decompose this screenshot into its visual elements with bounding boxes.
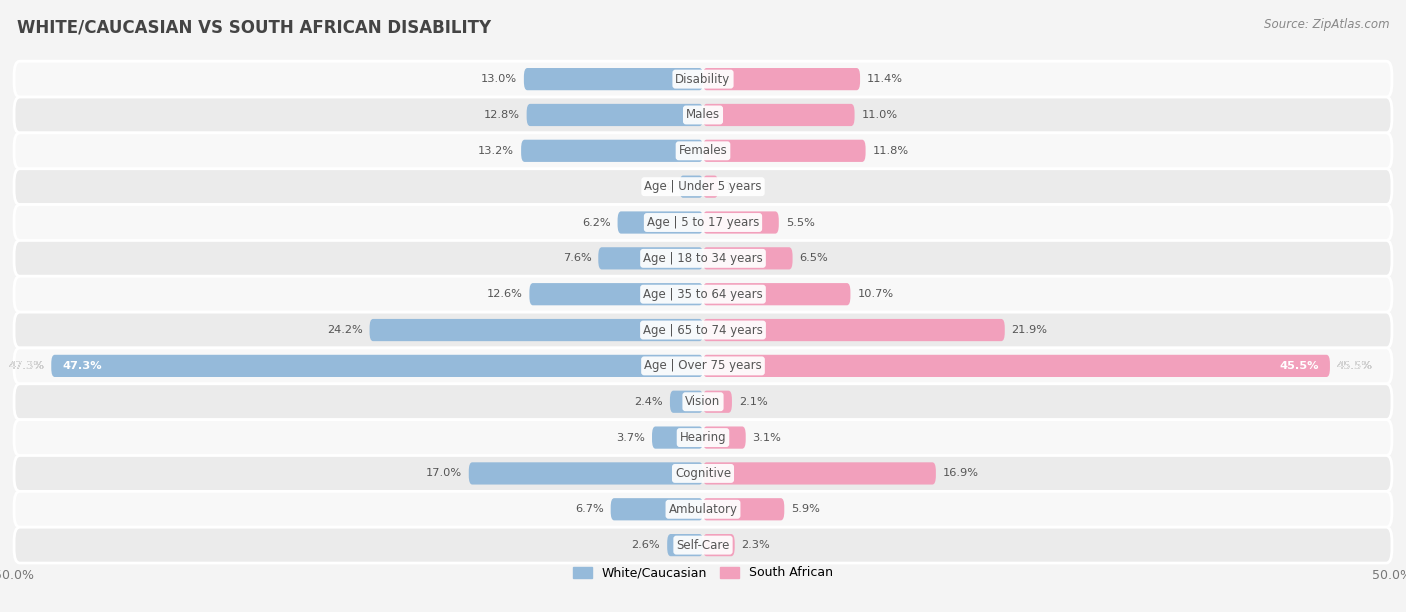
FancyBboxPatch shape xyxy=(14,204,1392,241)
Text: 2.3%: 2.3% xyxy=(741,540,770,550)
FancyBboxPatch shape xyxy=(599,247,703,269)
FancyBboxPatch shape xyxy=(524,68,703,90)
FancyBboxPatch shape xyxy=(14,384,1392,420)
FancyBboxPatch shape xyxy=(703,140,866,162)
Text: 5.9%: 5.9% xyxy=(792,504,820,514)
FancyBboxPatch shape xyxy=(679,176,703,198)
FancyBboxPatch shape xyxy=(652,427,703,449)
Text: 47.3%: 47.3% xyxy=(8,361,45,371)
Text: 6.7%: 6.7% xyxy=(575,504,603,514)
Text: 13.0%: 13.0% xyxy=(481,74,517,84)
Text: 13.2%: 13.2% xyxy=(478,146,515,156)
Text: 47.3%: 47.3% xyxy=(8,361,45,371)
Text: 2.1%: 2.1% xyxy=(738,397,768,407)
Text: 11.8%: 11.8% xyxy=(873,146,908,156)
Text: 6.2%: 6.2% xyxy=(582,217,610,228)
FancyBboxPatch shape xyxy=(14,348,1392,384)
FancyBboxPatch shape xyxy=(617,211,703,234)
FancyBboxPatch shape xyxy=(14,527,1392,563)
FancyBboxPatch shape xyxy=(14,312,1392,348)
Text: 2.4%: 2.4% xyxy=(634,397,664,407)
FancyBboxPatch shape xyxy=(522,140,703,162)
Text: 1.1%: 1.1% xyxy=(725,182,754,192)
FancyBboxPatch shape xyxy=(14,455,1392,491)
Text: Ambulatory: Ambulatory xyxy=(668,503,738,516)
FancyBboxPatch shape xyxy=(703,498,785,520)
Text: 24.2%: 24.2% xyxy=(328,325,363,335)
FancyBboxPatch shape xyxy=(51,355,703,377)
Text: Cognitive: Cognitive xyxy=(675,467,731,480)
Text: Age | Under 5 years: Age | Under 5 years xyxy=(644,180,762,193)
FancyBboxPatch shape xyxy=(14,420,1392,455)
FancyBboxPatch shape xyxy=(14,276,1392,312)
FancyBboxPatch shape xyxy=(370,319,703,341)
Text: Hearing: Hearing xyxy=(679,431,727,444)
FancyBboxPatch shape xyxy=(668,534,703,556)
Text: Age | 35 to 64 years: Age | 35 to 64 years xyxy=(643,288,763,300)
FancyBboxPatch shape xyxy=(703,68,860,90)
Text: Age | 18 to 34 years: Age | 18 to 34 years xyxy=(643,252,763,265)
Text: 45.5%: 45.5% xyxy=(1337,361,1372,371)
FancyBboxPatch shape xyxy=(703,319,1005,341)
Text: Age | Over 75 years: Age | Over 75 years xyxy=(644,359,762,372)
FancyBboxPatch shape xyxy=(703,176,718,198)
Text: Females: Females xyxy=(679,144,727,157)
Text: 10.7%: 10.7% xyxy=(858,289,893,299)
FancyBboxPatch shape xyxy=(530,283,703,305)
Text: 2.6%: 2.6% xyxy=(631,540,661,550)
FancyBboxPatch shape xyxy=(703,390,733,413)
Text: 21.9%: 21.9% xyxy=(1012,325,1047,335)
Text: 11.0%: 11.0% xyxy=(862,110,897,120)
FancyBboxPatch shape xyxy=(703,534,735,556)
FancyBboxPatch shape xyxy=(703,462,936,485)
Legend: White/Caucasian, South African: White/Caucasian, South African xyxy=(568,561,838,584)
Text: Vision: Vision xyxy=(685,395,721,408)
FancyBboxPatch shape xyxy=(703,283,851,305)
FancyBboxPatch shape xyxy=(14,61,1392,97)
FancyBboxPatch shape xyxy=(468,462,703,485)
Text: 3.1%: 3.1% xyxy=(752,433,782,442)
Text: Disability: Disability xyxy=(675,73,731,86)
Text: 45.5%: 45.5% xyxy=(1279,361,1319,371)
FancyBboxPatch shape xyxy=(610,498,703,520)
FancyBboxPatch shape xyxy=(703,247,793,269)
FancyBboxPatch shape xyxy=(14,133,1392,169)
Text: Self-Care: Self-Care xyxy=(676,539,730,551)
FancyBboxPatch shape xyxy=(14,491,1392,527)
Text: 12.6%: 12.6% xyxy=(486,289,523,299)
Text: 5.5%: 5.5% xyxy=(786,217,814,228)
Text: 47.3%: 47.3% xyxy=(62,361,101,371)
Text: 6.5%: 6.5% xyxy=(800,253,828,263)
Text: Source: ZipAtlas.com: Source: ZipAtlas.com xyxy=(1264,18,1389,31)
Text: 3.7%: 3.7% xyxy=(616,433,645,442)
FancyBboxPatch shape xyxy=(14,241,1392,276)
FancyBboxPatch shape xyxy=(703,427,745,449)
Text: Males: Males xyxy=(686,108,720,121)
Text: 16.9%: 16.9% xyxy=(943,468,979,479)
FancyBboxPatch shape xyxy=(14,97,1392,133)
Text: Age | 65 to 74 years: Age | 65 to 74 years xyxy=(643,324,763,337)
Text: 1.7%: 1.7% xyxy=(644,182,672,192)
Text: 45.5%: 45.5% xyxy=(1337,361,1372,371)
Text: 7.6%: 7.6% xyxy=(562,253,592,263)
Text: 12.8%: 12.8% xyxy=(484,110,520,120)
FancyBboxPatch shape xyxy=(703,355,1330,377)
FancyBboxPatch shape xyxy=(527,104,703,126)
FancyBboxPatch shape xyxy=(703,104,855,126)
FancyBboxPatch shape xyxy=(14,169,1392,204)
Text: 11.4%: 11.4% xyxy=(868,74,903,84)
Text: WHITE/CAUCASIAN VS SOUTH AFRICAN DISABILITY: WHITE/CAUCASIAN VS SOUTH AFRICAN DISABIL… xyxy=(17,18,491,36)
Text: 17.0%: 17.0% xyxy=(426,468,461,479)
FancyBboxPatch shape xyxy=(703,211,779,234)
Text: Age | 5 to 17 years: Age | 5 to 17 years xyxy=(647,216,759,229)
FancyBboxPatch shape xyxy=(669,390,703,413)
